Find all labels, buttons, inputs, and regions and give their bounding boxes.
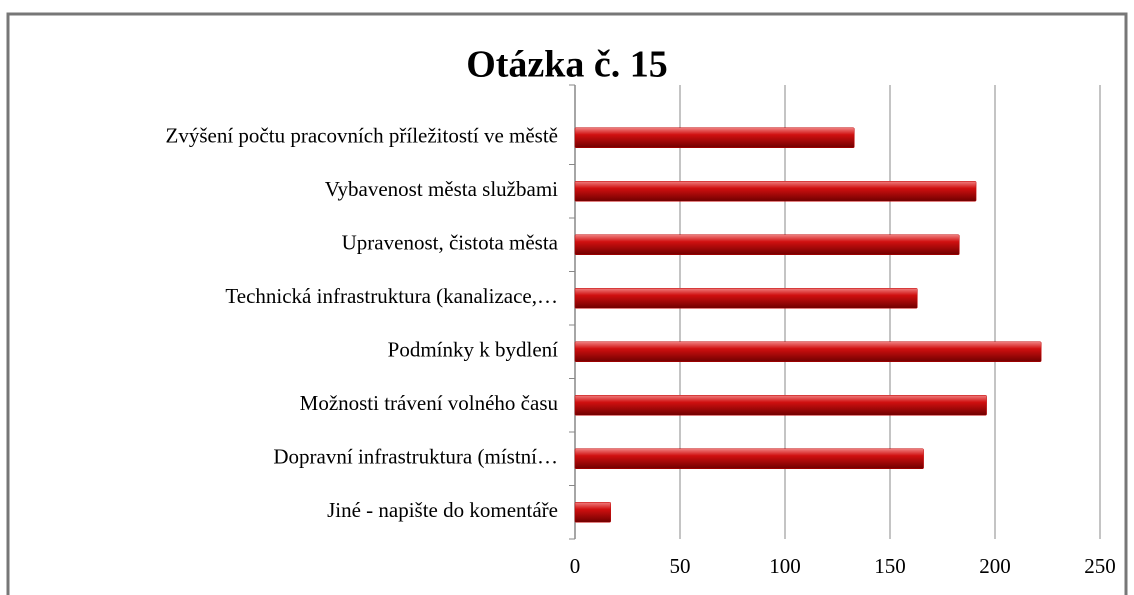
bar [574,288,918,309]
bar [574,341,1042,362]
bar [574,181,977,202]
x-tick-label: 150 [874,554,906,578]
bar [574,448,924,469]
x-tick-label: 250 [1084,554,1116,578]
y-tick-label: Možnosti trávení volného času [300,391,559,415]
x-tick-label: 50 [670,554,691,578]
bar [574,234,960,255]
chart-title: Otázka č. 15 [466,44,668,86]
y-tick-label: Jiné - napište do komentáře [327,498,558,522]
y-tick-label: Upravenost, čistota města [342,231,559,255]
x-tick-label: 0 [570,554,581,578]
y-tick-label: Vybavenost města službami [325,177,558,201]
chart-frame [6,12,1128,595]
y-tick-label: Dopravní infrastruktura (místní… [273,445,558,469]
y-tick-label: Zvýšení počtu pracovních příležitostí ve… [166,124,558,148]
x-tick-label: 100 [769,554,801,578]
y-tick-label: Podmínky k bydlení [388,338,559,362]
bar [574,127,855,148]
y-tick-label: Technická infrastruktura (kanalizace,… [225,284,558,308]
x-tick-label: 200 [979,554,1011,578]
bar [574,502,611,523]
bar [574,395,987,416]
